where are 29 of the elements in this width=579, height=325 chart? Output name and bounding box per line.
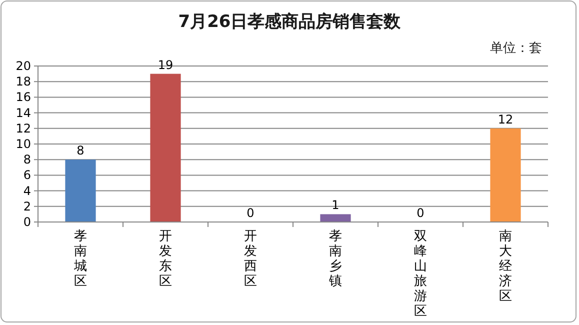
data-label: 0 xyxy=(246,206,254,220)
bar xyxy=(65,160,96,222)
y-tick-label: 14 xyxy=(16,106,31,120)
x-tick-label: 开发东区 xyxy=(159,229,172,289)
y-tick-label: 10 xyxy=(16,137,31,151)
y-tick-label: 6 xyxy=(23,168,31,182)
y-tick-label: 18 xyxy=(16,74,31,89)
y-tick-label: 8 xyxy=(23,152,31,167)
y-tick-label: 2 xyxy=(23,199,31,214)
data-label: 19 xyxy=(158,58,174,72)
data-label: 12 xyxy=(498,112,514,126)
chart-title: 7月26日孝感商品房销售套数 xyxy=(178,12,402,32)
bar xyxy=(490,128,521,222)
data-label: 0 xyxy=(416,206,424,220)
bar xyxy=(150,74,181,222)
y-tick-label: 16 xyxy=(16,90,31,104)
y-tick-label: 0 xyxy=(23,215,31,229)
x-tick-label: 双峰山旅游区 xyxy=(414,229,427,319)
text: 单位：套 xyxy=(490,41,542,56)
x-tick-label: 孝南城区 xyxy=(73,229,87,289)
data-label: 1 xyxy=(332,198,340,212)
y-tick-label: 4 xyxy=(23,184,31,198)
data-label: 8 xyxy=(76,144,84,158)
y-tick-label: 12 xyxy=(16,121,31,136)
bar xyxy=(320,214,351,222)
y-tick-label: 20 xyxy=(16,59,31,73)
x-tick-label: 开发西区 xyxy=(244,229,257,289)
x-tick-label: 南大经济区 xyxy=(499,229,512,304)
x-tick-label: 孝南乡镇 xyxy=(328,229,342,289)
